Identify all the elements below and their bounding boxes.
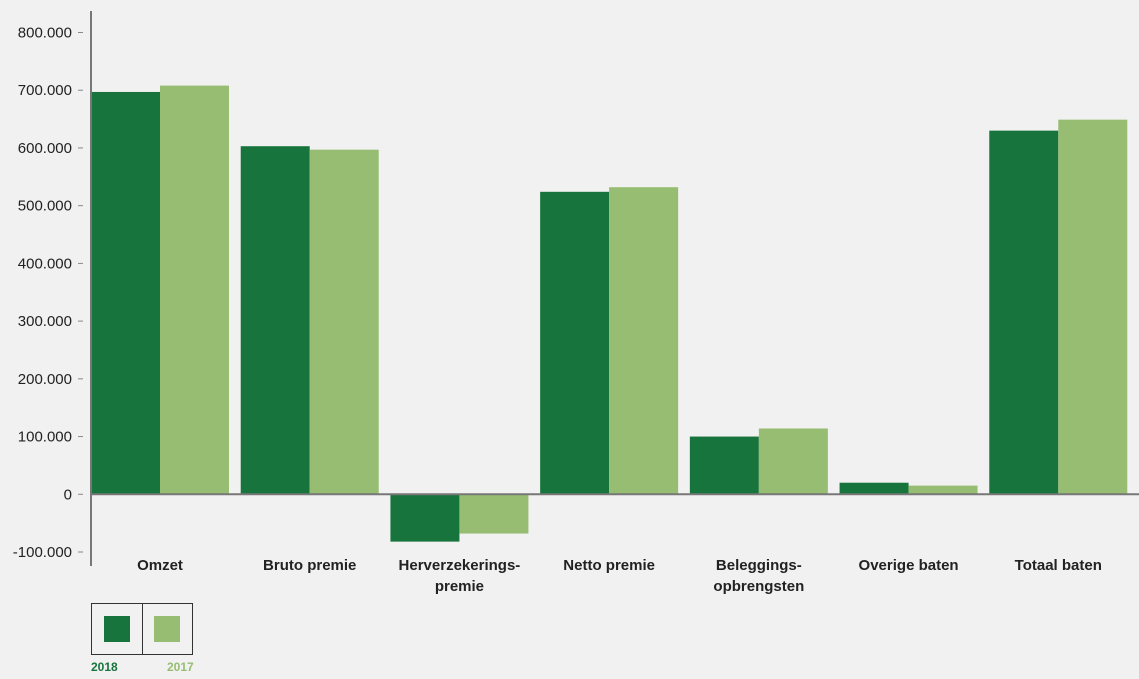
y-tick-label: 700.000 <box>18 82 72 99</box>
bar-2018-4 <box>689 436 759 495</box>
bar-2017-5 <box>908 485 978 495</box>
legend-label-2018: 2018 <box>91 660 118 674</box>
legend-item-2018 <box>92 604 142 654</box>
legend-item-2017 <box>141 604 193 654</box>
x-category-label: Totaal baten <box>1015 557 1102 574</box>
bar-2018-0 <box>91 91 160 495</box>
y-tick-label: 400.000 <box>18 255 72 272</box>
legend-swatch-2018 <box>103 616 130 642</box>
bar-2017-1 <box>309 149 379 495</box>
y-tick-label: -100.000 <box>13 544 72 561</box>
bar-2018-6 <box>989 130 1059 495</box>
x-category-label: Netto premie <box>563 557 655 574</box>
bar-2018-5 <box>839 482 909 495</box>
bars <box>91 85 1128 542</box>
y-tick-label: 300.000 <box>18 313 72 330</box>
bar-2018-2 <box>390 494 460 542</box>
x-category-label: Beleggings- <box>716 557 802 574</box>
bar-2017-0 <box>160 85 229 495</box>
y-axis-ticks: -100.000 0 100.000 200.000 300.000 400.000 500… <box>13 25 83 561</box>
x-category-label: Bruto premie <box>263 557 356 574</box>
x-category-label: opbrengsten <box>713 578 804 595</box>
legend <box>91 603 193 655</box>
y-tick-label: 200.000 <box>18 371 72 388</box>
bar-2017-6 <box>1058 119 1128 495</box>
y-tick-label: 600.000 <box>18 140 72 157</box>
y-tick-label: 0 <box>64 486 72 503</box>
y-tick-label: 100.000 <box>18 429 72 446</box>
x-category-label: Omzet <box>137 557 183 574</box>
y-tick-label: 500.000 <box>18 198 72 215</box>
x-category-label: Herverzekerings- <box>399 557 521 574</box>
bar-2018-3 <box>540 191 610 495</box>
legend-label-2017: 2017 <box>167 660 194 674</box>
legend-swatch-2017 <box>154 616 181 642</box>
y-tick-label: 800.000 <box>18 25 72 42</box>
x-category-label: premie <box>435 578 484 595</box>
bar-2017-3 <box>609 187 679 495</box>
bar-2017-4 <box>758 428 828 495</box>
bar-2017-2 <box>459 494 529 534</box>
bar-2018-1 <box>240 146 310 495</box>
bar-chart: -100.000 0 100.000 200.000 300.000 400.000 500… <box>13 11 1139 595</box>
x-category-label: Overige baten <box>859 557 959 574</box>
x-axis-labels: Omzet Bruto premie Herverzekerings-premie N… <box>137 557 1102 595</box>
